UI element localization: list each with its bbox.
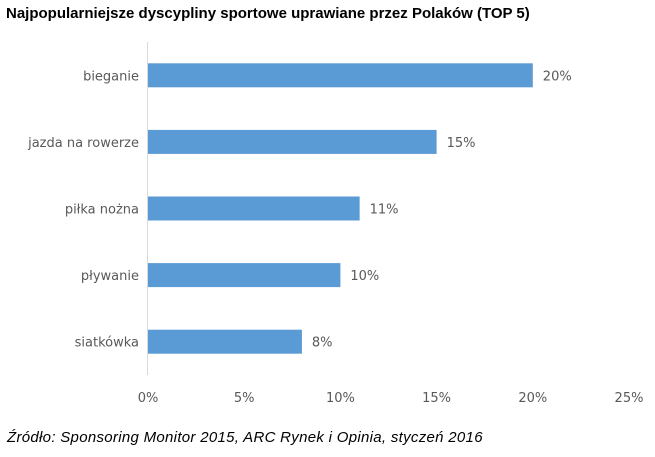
bar: [148, 63, 533, 88]
x-tick-label: 20%: [518, 391, 547, 406]
x-tick-label: 25%: [615, 391, 644, 406]
category-label: jazda na rowerze: [27, 136, 139, 151]
x-tick-label: 5%: [234, 391, 255, 406]
data-label: 10%: [350, 269, 379, 284]
category-label: siatkówka: [75, 336, 139, 351]
data-label: 15%: [447, 136, 476, 151]
source-note: Źródło: Sponsoring Monitor 2015, ARC Ryn…: [7, 429, 483, 446]
bar: [148, 129, 437, 154]
category-label: bieganie: [83, 69, 139, 84]
x-tick-label: 0%: [138, 391, 159, 406]
data-label: 8%: [312, 336, 333, 351]
chart-title: Najpopularniejsze dyscypliny sportowe up…: [6, 5, 530, 22]
bar: [148, 196, 360, 221]
x-tick-label: 15%: [422, 391, 451, 406]
data-label: 11%: [370, 203, 399, 218]
bar: [148, 329, 302, 354]
category-label: pływanie: [81, 269, 139, 284]
bar: [148, 263, 341, 288]
category-label: piłka nożna: [65, 203, 139, 218]
x-tick-label: 10%: [326, 391, 355, 406]
data-label: 20%: [543, 69, 572, 84]
